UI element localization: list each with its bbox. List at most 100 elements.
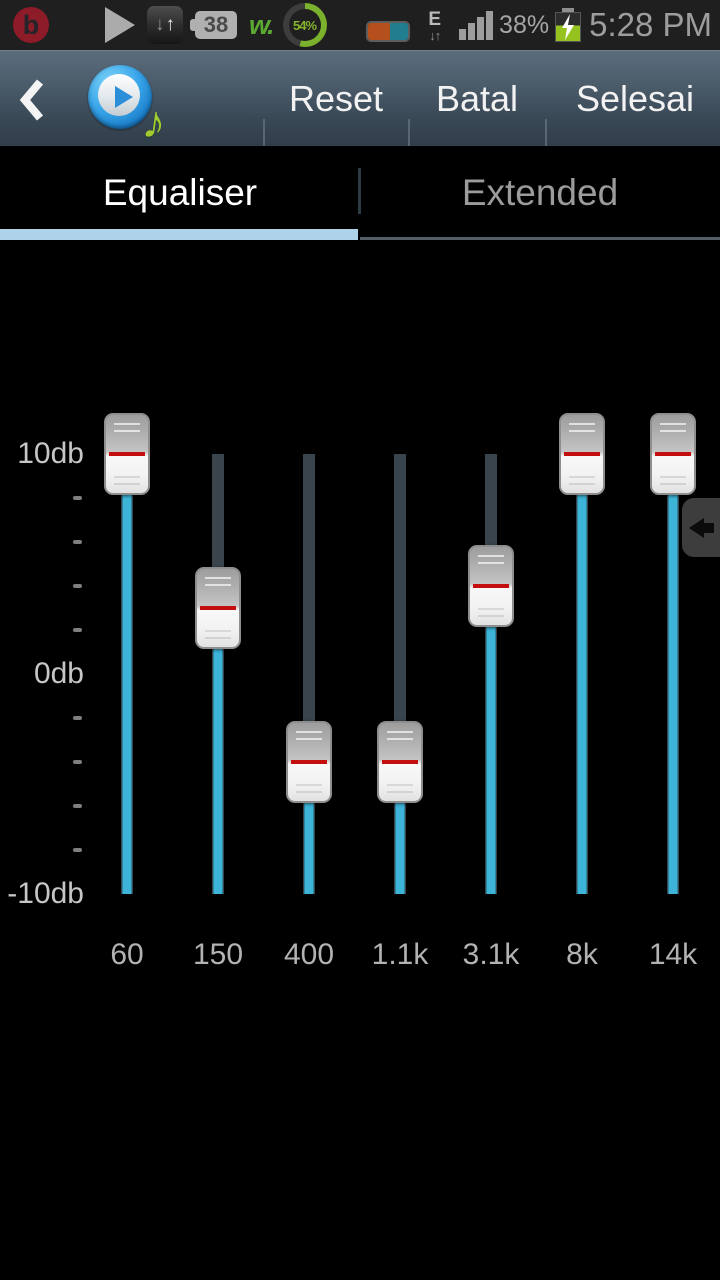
eq-band-freq-label: 400 xyxy=(283,938,335,971)
db-tick xyxy=(73,628,82,632)
thumb-value-line xyxy=(655,452,691,456)
axis-label-max: 10db xyxy=(17,437,84,470)
eq-slider-thumb-60[interactable] xyxy=(104,413,150,495)
eq-track-fill xyxy=(395,762,405,894)
reset-button[interactable]: Reset xyxy=(288,78,384,119)
notification-count-badge: 38 xyxy=(190,11,237,39)
eq-slider-thumb-400[interactable] xyxy=(286,721,332,803)
back-chevron-icon[interactable] xyxy=(18,77,46,128)
widget-teal-half xyxy=(390,22,409,40)
db-tick xyxy=(73,848,82,852)
signal-bar xyxy=(468,23,476,40)
tab-equaliser-label: Equaliser xyxy=(102,172,258,213)
thumb-grip-lines xyxy=(296,731,322,740)
thumb-grip-lines xyxy=(296,784,322,793)
collapse-arrow-icon xyxy=(689,517,704,538)
eq-slider-thumb-14k[interactable] xyxy=(650,413,696,495)
thumb-value-line xyxy=(109,452,145,456)
thumb-grip-lines xyxy=(114,423,140,432)
network-arrows-icon: ↓↑ xyxy=(429,28,441,43)
tab-extended-label: Extended xyxy=(461,172,619,213)
badge-nub xyxy=(190,19,196,31)
eq-track-fill xyxy=(122,454,132,894)
db-tick xyxy=(73,716,82,720)
eq-band-freq-label: 150 xyxy=(192,938,244,971)
beats-audio-icon: b xyxy=(13,7,49,43)
signal-bar xyxy=(477,17,485,40)
side-panel-handle[interactable] xyxy=(682,498,720,557)
beats-letter: b xyxy=(22,9,40,40)
eq-slider-thumb-3.1k[interactable] xyxy=(468,545,514,627)
upload-arrow-icon: ↑ xyxy=(165,14,176,35)
equalizer-panel: 10db 0db -10db 60 150 400 1.1k 3.1k 8k 14k xyxy=(0,240,720,1040)
thumb-grip-lines xyxy=(660,476,686,485)
signal-strength-icon xyxy=(459,10,494,40)
thumb-grip-lines xyxy=(387,731,413,740)
db-tick xyxy=(73,760,82,764)
battery-widget-percent: 54% xyxy=(293,17,317,33)
axis-label-mid: 0db xyxy=(33,657,84,690)
edge-network-icon: E ↓↑ xyxy=(428,10,441,42)
battery-charging-icon xyxy=(555,8,582,42)
eq-band-freq-label: 3.1k xyxy=(462,938,520,971)
app-icon-music-note-icon: ♪ xyxy=(139,94,170,150)
db-tick xyxy=(73,804,82,808)
eq-track-fill xyxy=(213,608,223,894)
walkman-icon: w. xyxy=(249,9,274,40)
clock-label: 5:28 PM xyxy=(589,6,712,43)
battery-percent-label: 38% xyxy=(499,10,550,39)
action-bar: ♪ Reset Batal Selesai xyxy=(0,50,720,177)
db-tick xyxy=(73,496,82,500)
tab-extended[interactable]: Extended xyxy=(360,146,720,240)
music-player-app-icon[interactable]: ♪ xyxy=(88,61,170,149)
charging-bolt-icon xyxy=(562,14,575,40)
thumb-grip-lines xyxy=(478,555,504,564)
thumb-value-line xyxy=(200,606,236,610)
thumb-grip-lines xyxy=(387,784,413,793)
thumb-grip-lines xyxy=(114,476,140,485)
done-button[interactable]: Selesai xyxy=(575,78,695,119)
signal-bar xyxy=(486,11,494,40)
thumb-grip-lines xyxy=(569,423,595,432)
thumb-grip-lines xyxy=(205,577,231,586)
battery-cap xyxy=(562,8,575,12)
download-arrow-icon: ↓ xyxy=(155,14,165,35)
app-icon-play-icon xyxy=(115,86,133,108)
eq-slider-thumb-1.1k[interactable] xyxy=(377,721,423,803)
signal-bar xyxy=(459,29,467,40)
thumb-value-line xyxy=(564,452,600,456)
network-type-label: E xyxy=(428,9,442,30)
axis-label-min: -10db xyxy=(7,877,84,910)
eq-slider-thumb-8k[interactable] xyxy=(559,413,605,495)
battery-widget-ring-icon: 54% xyxy=(282,3,327,47)
widget-orange-half xyxy=(368,22,391,40)
collapse-arrow-tail xyxy=(704,522,714,533)
db-tick xyxy=(73,584,82,588)
eq-band-freq-label: 60 xyxy=(110,938,144,971)
badge-count: 38 xyxy=(203,12,229,37)
status-bar: b ↓ ↑ 38 w. 54% E ↓↑ xyxy=(0,0,720,50)
eq-track-fill xyxy=(486,586,496,894)
tab-bar: Equaliser Extended xyxy=(0,146,720,240)
thumb-grip-lines xyxy=(205,630,231,639)
db-tick xyxy=(73,540,82,544)
eq-slider-thumb-150[interactable] xyxy=(195,567,241,649)
eq-band-freq-label: 8k xyxy=(566,938,598,971)
dual-color-widget-icon xyxy=(366,20,411,42)
thumb-value-line xyxy=(291,760,327,764)
thumb-value-line xyxy=(473,584,509,588)
thumb-value-line xyxy=(382,760,418,764)
eq-band-freq-label: 1.1k xyxy=(371,938,429,971)
eq-track-fill xyxy=(304,762,314,894)
cancel-button[interactable]: Batal xyxy=(435,78,519,119)
eq-band-freq-label: 14k xyxy=(648,938,698,971)
play-notification-icon xyxy=(105,7,135,43)
unselected-tab-underline xyxy=(360,237,720,240)
thumb-grip-lines xyxy=(478,608,504,617)
thumb-grip-lines xyxy=(660,423,686,432)
eq-track-fill xyxy=(577,454,587,894)
eq-track-fill xyxy=(668,454,678,894)
tab-divider xyxy=(358,168,361,214)
tab-equaliser[interactable]: Equaliser xyxy=(0,146,360,240)
